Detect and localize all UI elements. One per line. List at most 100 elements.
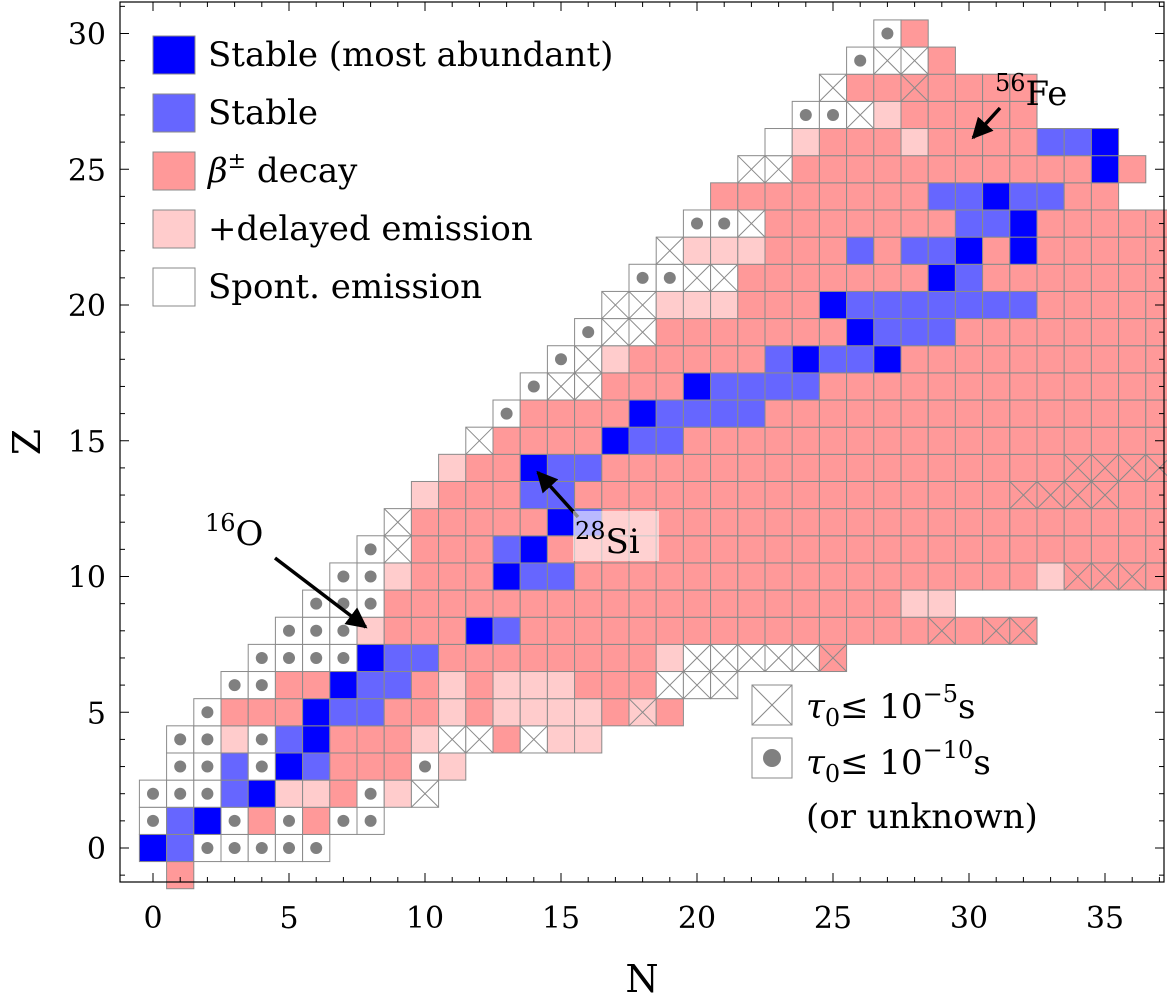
nuclide-cell	[1036, 508, 1065, 537]
nuclide-cell	[682, 290, 712, 320]
lifetime-label: τ0≤ 10−10s	[806, 736, 991, 788]
nuclide-cell	[274, 779, 304, 808]
nuclide-cell	[873, 318, 902, 347]
nuclide-cell	[1118, 562, 1147, 591]
nuclide-cell	[546, 426, 576, 455]
nuclide-cell	[356, 671, 385, 700]
nuclide-cell	[900, 46, 929, 75]
nuclide-cell	[274, 833, 304, 863]
nuclide-cell	[927, 290, 956, 320]
nuclide-cell	[710, 426, 739, 455]
nuclide-cell	[1063, 535, 1092, 564]
nuclide-cell	[438, 453, 467, 482]
nuclide-cell	[166, 861, 195, 890]
nuclide-cell	[682, 318, 712, 347]
nuclide-cell	[247, 806, 276, 835]
nuclide-cell	[900, 562, 929, 591]
nuclide-cell	[682, 236, 712, 265]
nuclide-cell	[166, 833, 195, 863]
nuclide-cell	[655, 508, 684, 537]
nuclide-cell	[1063, 236, 1092, 265]
nuclide-cell	[628, 372, 657, 401]
nuclide-cell	[927, 589, 956, 618]
nuclide-cell	[873, 508, 902, 537]
nuclide-cell	[791, 263, 820, 292]
nuclide-cell	[710, 236, 739, 265]
nuclide-cell	[655, 643, 684, 673]
nuclide-cell	[927, 209, 956, 238]
nuclide-cell	[465, 671, 494, 700]
nuclide-cell	[982, 73, 1011, 102]
nuclide-cell	[655, 318, 684, 347]
nuclide-cell	[846, 453, 875, 482]
nuclide-cell	[846, 46, 875, 75]
nuclide-cell	[519, 535, 548, 564]
nuclide-cell	[628, 480, 657, 510]
nuclide-cell	[274, 671, 304, 700]
nuclide-cell	[818, 480, 848, 510]
nuclide-cell	[546, 345, 576, 374]
nuclide-cell	[1063, 182, 1092, 211]
nuclide-cell	[873, 209, 902, 238]
nuclide-cell	[1090, 399, 1120, 428]
nuclide-cell	[927, 155, 956, 184]
nuclide-cell	[492, 562, 521, 591]
nuclide-cell	[247, 752, 276, 781]
nuclide-cell	[519, 698, 548, 727]
nuclide-cell	[954, 616, 984, 645]
nuclide-cell	[1063, 426, 1092, 455]
nuclide-cell	[737, 616, 766, 645]
nuclide-cell	[1009, 155, 1038, 184]
legend-entry: Spont. emission	[152, 267, 482, 307]
nuclide-cell	[356, 698, 385, 727]
nuclide-cell	[1009, 372, 1038, 401]
nuclide-cell	[1009, 453, 1038, 482]
nuclide-cell	[356, 643, 385, 673]
nuclide-cell	[791, 508, 820, 537]
nuclide-cell	[1009, 263, 1038, 292]
nuclide-cell	[601, 453, 630, 482]
nuclide-cell	[710, 290, 739, 320]
nuclide-cell	[220, 806, 249, 835]
nuclide-cell	[873, 100, 902, 130]
nuclide-cell	[601, 426, 630, 455]
nuclide-cell	[846, 508, 875, 537]
nuclide-cell	[438, 671, 467, 700]
nuclide-cell	[927, 535, 956, 564]
nuclide-cell	[846, 128, 875, 157]
nuclide-cell	[166, 752, 195, 781]
nuclide-cell	[764, 535, 793, 564]
nuclide-cell	[982, 236, 1011, 265]
nuclide-cell	[628, 616, 657, 645]
nuclide-cell	[1063, 480, 1092, 510]
nuclide-cell	[465, 725, 494, 754]
nuclide-cell	[764, 182, 793, 211]
legend-label: β± decay	[206, 149, 358, 191]
nuclide-cell	[764, 399, 793, 428]
nuclide-cell	[737, 318, 766, 347]
nuclide-cell	[927, 236, 956, 265]
nuclide-cell	[628, 290, 657, 320]
nuclide-cell	[737, 562, 766, 591]
nuclide-cell	[682, 589, 712, 618]
nuclide-cell	[982, 290, 1011, 320]
nuclide-cell	[1009, 236, 1038, 265]
nuclide-cell	[574, 345, 603, 374]
nuclide-cell	[873, 155, 902, 184]
nuclide-cell	[1036, 562, 1065, 591]
nuclide-cell	[873, 453, 902, 482]
nuclide-cell	[982, 535, 1011, 564]
nuclide-cell	[1063, 209, 1092, 238]
nuclide-cell	[1036, 535, 1065, 564]
nuclide-cell	[846, 182, 875, 211]
nuclide-cell	[764, 155, 793, 184]
nuclide-cell	[1009, 399, 1038, 428]
nuclide-cell	[737, 182, 766, 211]
nuclide-cell	[900, 128, 929, 157]
nuclide-cell	[1090, 426, 1120, 455]
nuclide-cell	[655, 616, 684, 645]
nuclide-cell	[873, 236, 902, 265]
y-tick-label: 10	[68, 561, 106, 596]
nuclide-cell	[954, 453, 984, 482]
